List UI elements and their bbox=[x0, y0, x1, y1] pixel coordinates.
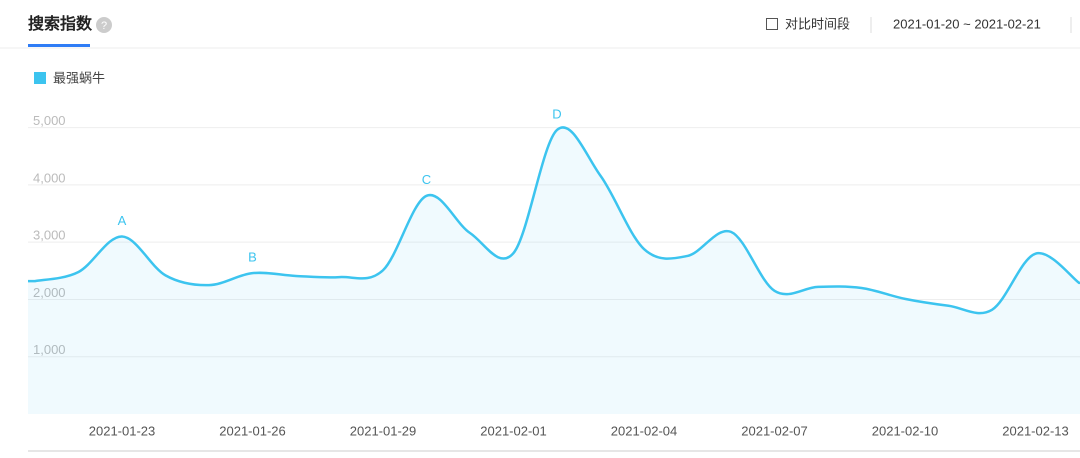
x-tick-label: 2021-02-13 bbox=[1002, 423, 1069, 438]
area bbox=[28, 127, 1080, 415]
x-tick-label: 2021-02-01 bbox=[480, 423, 547, 438]
y-tick-label: 3,000 bbox=[33, 228, 66, 243]
help-icon[interactable] bbox=[96, 17, 112, 33]
compare-checkbox[interactable] bbox=[766, 18, 778, 30]
x-tick-label: 2021-01-23 bbox=[89, 423, 156, 438]
annotation: A bbox=[118, 213, 127, 228]
x-tick-label: 2021-01-29 bbox=[350, 423, 417, 438]
tab-underline bbox=[28, 44, 90, 47]
legend-label[interactable]: 最强蜗牛 bbox=[53, 70, 105, 85]
x-tick-label: 2021-01-26 bbox=[219, 423, 286, 438]
line bbox=[28, 126, 1080, 315]
date-range[interactable]: 2021-01-20 ~ 2021-02-21 bbox=[893, 16, 1041, 31]
compare-label[interactable]: 对比时间段 bbox=[785, 16, 850, 31]
annotation: D bbox=[552, 106, 561, 121]
y-tick-label: 5,000 bbox=[33, 113, 66, 128]
tab-title[interactable]: 搜索指数 bbox=[28, 14, 93, 33]
annotation: C bbox=[422, 172, 431, 187]
x-tick-label: 2021-02-10 bbox=[872, 423, 939, 438]
y-tick-label: 4,000 bbox=[33, 170, 66, 185]
y-tick-label: 1,000 bbox=[33, 342, 66, 357]
x-tick-label: 2021-02-07 bbox=[741, 423, 808, 438]
y-tick-label: 2,000 bbox=[33, 285, 66, 300]
help-mark: ? bbox=[101, 20, 107, 32]
annotation: B bbox=[248, 250, 257, 265]
legend-swatch[interactable] bbox=[34, 72, 46, 84]
x-tick-label: 2021-02-04 bbox=[611, 423, 678, 438]
